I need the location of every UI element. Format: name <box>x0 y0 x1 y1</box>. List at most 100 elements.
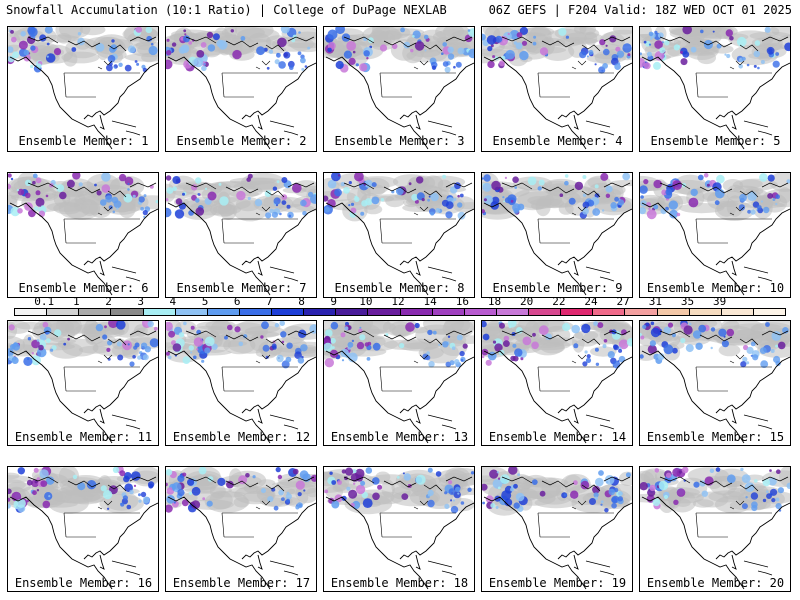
member-map <box>640 467 790 590</box>
colorbar-swatch <box>721 309 754 315</box>
colorbar-tick-label: 16 <box>455 295 469 308</box>
ensemble-member-map-15 <box>639 320 791 446</box>
member-map <box>324 321 474 444</box>
colorbar-swatch <box>400 309 433 315</box>
member-map <box>482 321 632 444</box>
member-map <box>482 467 632 590</box>
member-map <box>166 173 316 296</box>
colorbar-tick-label: 8 <box>298 295 305 308</box>
colorbar-tick-label: 18 <box>487 295 502 308</box>
colorbar-tick-label: 12 <box>391 295 405 308</box>
colorbar-swatch <box>593 309 626 315</box>
colorbar-swatch <box>143 309 176 315</box>
ensemble-member-caption: Ensemble Member: 9 <box>492 281 623 295</box>
ensemble-member-map-12 <box>165 320 317 446</box>
colorbar-tick-label: 3 <box>137 295 144 308</box>
ensemble-member-map-3 <box>323 26 475 152</box>
colorbar-swatch <box>657 309 690 315</box>
ensemble-member-caption: Ensemble Member: 8 <box>334 281 465 295</box>
ensemble-member-map-7 <box>165 172 317 298</box>
ensemble-member-map-8 <box>323 172 475 298</box>
ensemble-member-caption: Ensemble Member: 1 <box>18 134 149 148</box>
member-map <box>640 27 790 150</box>
colorbar-tick-label: 0.1 <box>34 295 55 308</box>
member-map <box>8 467 158 590</box>
colorbar-tick-label: 9 <box>330 295 337 308</box>
colorbar-tick-label: 2 <box>105 295 112 308</box>
colorbar-tick-label: 31 <box>648 295 662 308</box>
ensemble-member-caption: Ensemble Member: 10 <box>646 281 785 295</box>
colorbar-swatch <box>529 309 562 315</box>
member-map <box>8 321 158 444</box>
ensemble-member-caption: Ensemble Member: 12 <box>172 430 311 444</box>
colorbar-tick-label: 24 <box>584 295 598 308</box>
ensemble-member-map-13 <box>323 320 475 446</box>
ensemble-member-map-19 <box>481 466 633 592</box>
colorbar-tick-label: 7 <box>266 295 273 308</box>
ensemble-member-caption: Ensemble Member: 18 <box>330 576 469 590</box>
colorbar-swatch <box>175 309 208 315</box>
ensemble-member-map-2 <box>165 26 317 152</box>
member-map <box>640 173 790 296</box>
colorbar-tick-label: 22 <box>552 295 566 308</box>
ensemble-member-map-6 <box>7 172 159 298</box>
ensemble-member-caption: Ensemble Member: 7 <box>176 281 307 295</box>
colorbar-tick-label: 35 <box>680 295 695 308</box>
header-title: Snowfall Accumulation (10:1 Ratio) | Col… <box>6 3 447 17</box>
ensemble-member-caption: Ensemble Member: 11 <box>14 430 153 444</box>
ensemble-member-map-1 <box>7 26 159 152</box>
colorbar-tick-label: 39 <box>713 295 727 308</box>
colorbar-swatch <box>47 309 80 315</box>
colorbar-swatch <box>336 309 369 315</box>
ensemble-member-caption: Ensemble Member: 20 <box>646 576 785 590</box>
member-map <box>324 27 474 150</box>
colorbar-swatches <box>14 308 786 316</box>
colorbar-tick-label: 5 <box>201 295 209 308</box>
ensemble-member-caption: Ensemble Member: 14 <box>488 430 627 444</box>
ensemble-member-caption: Ensemble Member: 4 <box>492 134 623 148</box>
ensemble-member-map-20 <box>639 466 791 592</box>
ensemble-member-caption: Ensemble Member: 16 <box>14 576 153 590</box>
colorbar-swatch <box>272 309 305 315</box>
colorbar-tick-label: 4 <box>169 295 177 308</box>
colorbar-swatch <box>304 309 337 315</box>
ensemble-member-map-10 <box>639 172 791 298</box>
member-map <box>324 467 474 590</box>
member-map <box>482 27 632 150</box>
ensemble-member-map-4 <box>481 26 633 152</box>
colorbar-swatch <box>561 309 594 315</box>
ensemble-member-caption: Ensemble Member: 17 <box>172 576 311 590</box>
ensemble-member-caption: Ensemble Member: 19 <box>488 576 627 590</box>
ensemble-member-map-11 <box>7 320 159 446</box>
ensemble-member-caption: Ensemble Member: 2 <box>176 134 307 148</box>
colorbar-tick-label: 10 <box>359 295 373 308</box>
ensemble-member-map-16 <box>7 466 159 592</box>
member-map <box>324 173 474 296</box>
colorbar-tick-label: 6 <box>233 295 241 308</box>
ensemble-member-map-14 <box>481 320 633 446</box>
colorbar-swatch <box>239 309 272 315</box>
ensemble-member-caption: Ensemble Member: 3 <box>334 134 465 148</box>
ensemble-member-map-9 <box>481 172 633 298</box>
ensemble-member-map-18 <box>323 466 475 592</box>
colorbar-tick-label: 20 <box>520 295 534 308</box>
colorbar-tick-label: 14 <box>423 295 437 308</box>
ensemble-member-map-17 <box>165 466 317 592</box>
member-map <box>166 27 316 150</box>
ensemble-member-caption: Ensemble Member: 13 <box>330 430 469 444</box>
member-map <box>8 27 158 150</box>
member-map <box>640 321 790 444</box>
colorbar-swatch <box>207 309 240 315</box>
colorbar-swatch <box>368 309 401 315</box>
member-map <box>482 173 632 296</box>
colorbar-swatch <box>496 309 529 315</box>
header-run-info: 06Z GEFS | F204 Valid: 18Z WED OCT 01 20… <box>488 3 792 17</box>
colorbar-tick-label: 1 <box>73 295 80 308</box>
colorbar-swatch <box>432 309 465 315</box>
colorbar-swatch <box>689 309 722 315</box>
colorbar-swatch <box>625 309 658 315</box>
ensemble-member-map-5 <box>639 26 791 152</box>
colorbar-swatch <box>15 309 48 315</box>
colorbar-swatch <box>79 309 112 315</box>
colorbar-tick-label: 27 <box>616 295 630 308</box>
